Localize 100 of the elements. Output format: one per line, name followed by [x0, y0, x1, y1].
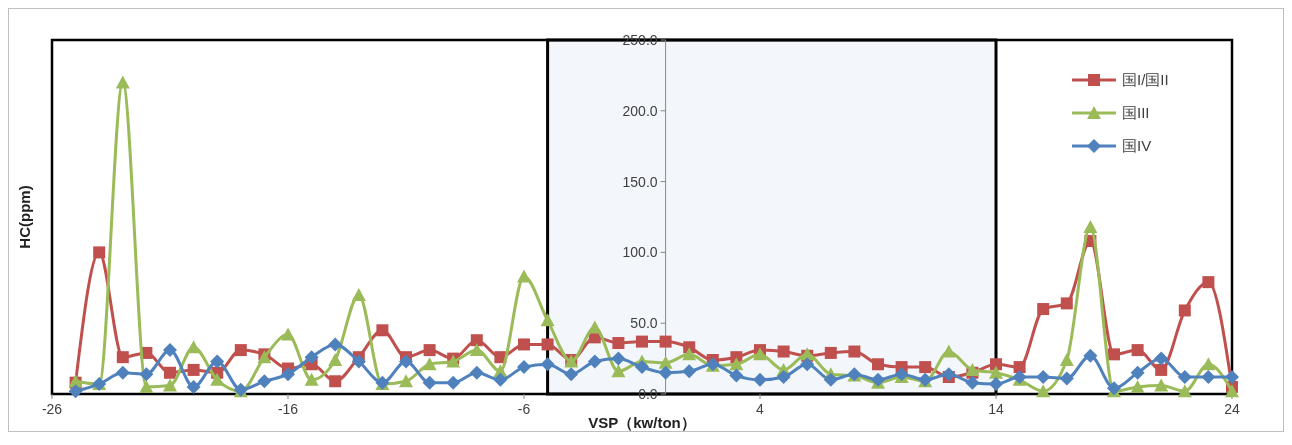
point [1059, 371, 1074, 386]
point [328, 353, 343, 367]
y-tick-label: 150.0 [622, 173, 658, 190]
point [1178, 304, 1191, 317]
x-axis-title: VSP（kw/ton） [588, 414, 696, 431]
point [658, 365, 673, 380]
point [115, 75, 130, 89]
point [1130, 379, 1145, 393]
point [517, 269, 531, 283]
point [965, 375, 980, 390]
point [469, 343, 484, 357]
point [540, 357, 555, 372]
point [329, 375, 342, 388]
point [1036, 370, 1051, 385]
point [210, 372, 225, 386]
point [1155, 363, 1168, 376]
point [1154, 378, 1169, 392]
point [163, 343, 177, 358]
point [1083, 219, 1098, 233]
point [564, 367, 579, 382]
point [399, 354, 413, 369]
point [1177, 384, 1192, 398]
point [1225, 384, 1239, 398]
point [540, 313, 555, 327]
point [470, 334, 483, 347]
point [1013, 361, 1026, 374]
point [1177, 370, 1192, 385]
point [518, 338, 530, 351]
y-tick-label: 250.0 [622, 31, 658, 48]
point [493, 372, 508, 387]
point [777, 345, 790, 358]
point [139, 367, 154, 382]
point [281, 327, 295, 341]
y-tick-label: 50.0 [630, 315, 658, 332]
y-tick-label: 100.0 [622, 244, 658, 261]
x-tick-label: 24 [1224, 401, 1240, 417]
point [611, 364, 626, 378]
point [1083, 348, 1098, 363]
point [257, 374, 272, 389]
legend-label: 国IV [1122, 137, 1152, 155]
point [116, 351, 129, 364]
point [422, 357, 437, 371]
point [800, 357, 815, 372]
point [68, 384, 83, 399]
point [611, 351, 626, 366]
point [1130, 365, 1145, 380]
point [187, 363, 200, 376]
x-tick-label: 14 [988, 401, 1004, 417]
x-tick-label: -16 [277, 401, 299, 417]
point [729, 368, 744, 383]
point [587, 354, 602, 369]
point [115, 365, 130, 380]
point [281, 367, 295, 382]
point [376, 324, 389, 337]
point [1037, 303, 1050, 316]
x-tick-label: 4 [756, 401, 765, 417]
point [1131, 344, 1144, 357]
point [682, 347, 697, 361]
point [163, 378, 177, 392]
legend-label: 国I/国II [1122, 71, 1169, 89]
point [753, 372, 767, 387]
point [1201, 370, 1216, 385]
point [422, 375, 437, 390]
point [587, 320, 602, 334]
y-tick-label: 0.0 [638, 385, 658, 402]
point [210, 354, 225, 369]
y-tick-label: 200.0 [622, 102, 658, 119]
point [1202, 276, 1215, 289]
point [1108, 348, 1120, 361]
point [93, 246, 106, 259]
point [941, 367, 956, 382]
point [186, 340, 201, 354]
point [989, 377, 1003, 392]
point [1225, 370, 1239, 385]
point [139, 379, 154, 393]
point [517, 360, 531, 375]
point [658, 355, 673, 369]
point [682, 364, 697, 379]
point [919, 361, 932, 374]
point [446, 375, 461, 390]
point [612, 337, 625, 350]
point [989, 365, 1003, 379]
point [1201, 357, 1216, 371]
point [351, 287, 366, 301]
point [328, 337, 343, 352]
y-axis-title: HC(ppm) [16, 185, 33, 249]
point [965, 362, 980, 376]
point [1059, 353, 1074, 367]
x-tick-label: -6 [517, 401, 531, 417]
point [1154, 351, 1169, 366]
point [729, 357, 744, 371]
point [990, 358, 1002, 371]
point [234, 344, 247, 357]
point [823, 372, 838, 387]
point [304, 350, 319, 365]
point [659, 335, 672, 348]
legend-label: 国III [1122, 104, 1150, 122]
point [636, 335, 648, 348]
point [541, 338, 554, 351]
point [824, 346, 837, 359]
